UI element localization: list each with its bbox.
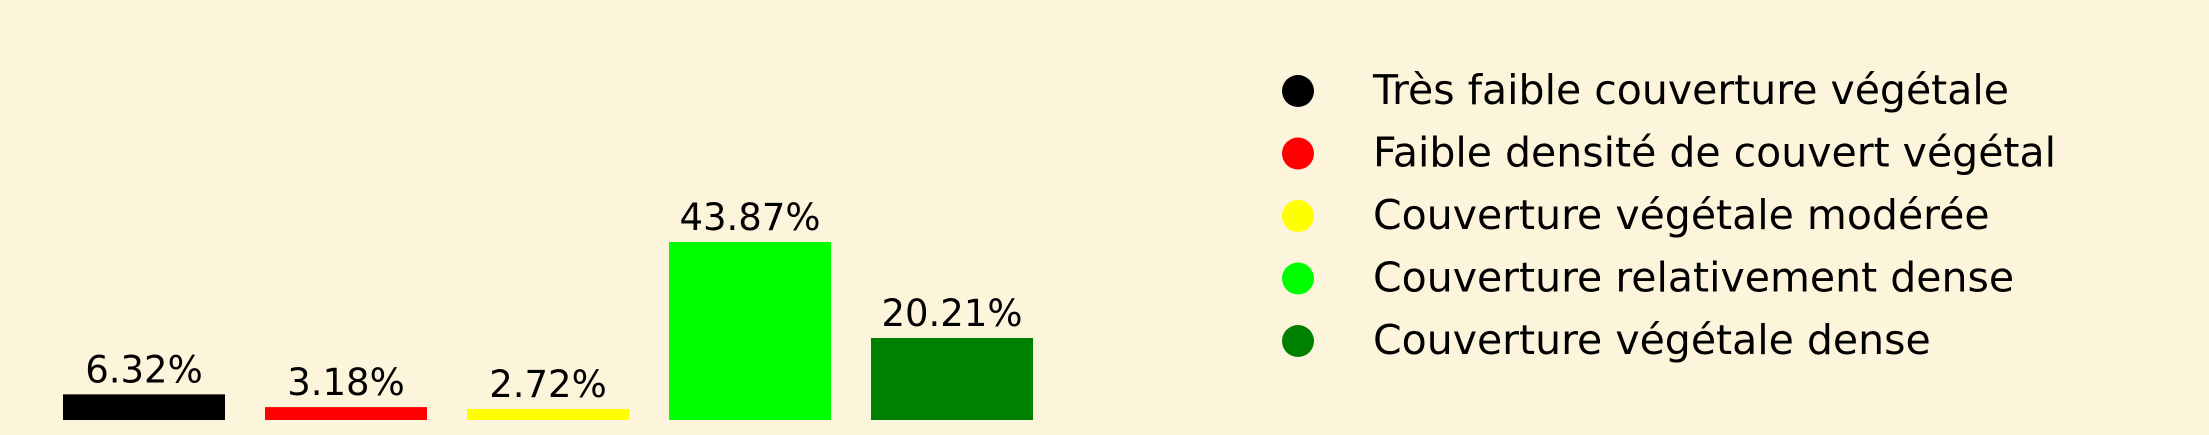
value-label-3: 2.72% bbox=[489, 363, 607, 406]
legend-label-4: Couverture relativement dense bbox=[1373, 254, 2014, 302]
legend-marker-1 bbox=[1282, 75, 1314, 107]
value-labels-group: 6.32% 3.18% 2.72% 43.87% 20.21% bbox=[85, 196, 1022, 406]
legend-marker-5 bbox=[1282, 325, 1314, 357]
value-label-5: 20.21% bbox=[881, 292, 1022, 335]
legend-label-3: Couverture végétale modérée bbox=[1373, 191, 1990, 239]
legend-marker-3 bbox=[1282, 200, 1314, 232]
value-label-1: 6.32% bbox=[85, 348, 203, 391]
legend: Très faible couverture végétale Faible de… bbox=[1282, 66, 2056, 364]
bar-2 bbox=[265, 407, 427, 420]
bar-4 bbox=[669, 242, 831, 420]
bar-3 bbox=[467, 408, 629, 420]
value-label-4: 43.87% bbox=[679, 196, 820, 239]
bars-group bbox=[63, 242, 1033, 420]
legend-label-1: Très faible couverture végétale bbox=[1372, 66, 2009, 114]
bar-5 bbox=[871, 337, 1033, 420]
legend-marker-2 bbox=[1282, 137, 1314, 170]
legend-label-5: Couverture végétale dense bbox=[1373, 316, 1931, 364]
bar-1 bbox=[63, 394, 225, 420]
legend-label-2: Faible densité de couvert végétal bbox=[1373, 129, 2056, 177]
legend-marker-4 bbox=[1282, 262, 1314, 295]
value-label-2: 3.18% bbox=[287, 361, 405, 404]
